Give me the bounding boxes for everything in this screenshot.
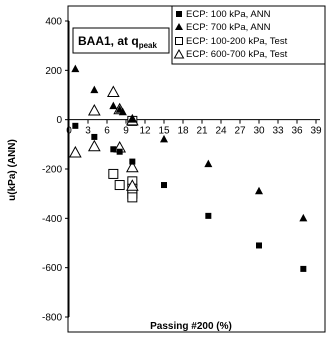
data-point-filled-triangle [128, 115, 137, 123]
y-tick-label: -200 [42, 165, 62, 176]
data-point-filled-triangle [109, 101, 118, 110]
data-point-open-square [127, 192, 138, 203]
y-tick-label: -400 [42, 214, 62, 225]
annotation-text: BAA1, at qpeak [78, 34, 157, 50]
series-filled-triangle [71, 64, 308, 222]
data-point-filled-triangle [204, 159, 213, 168]
data-point-filled-square [256, 242, 262, 249]
x-tick-label: 15 [158, 126, 170, 137]
legend-entry: ECP: 600-700 kPa, Test [173, 48, 288, 60]
legend-label: ECP: 700 kPa, ANN [186, 22, 271, 33]
marks-layer [68, 64, 308, 272]
legend-label: ECP: 100 kPa, ANN [186, 9, 271, 20]
data-point-filled-triangle [90, 85, 99, 94]
annotation-frame [72, 27, 170, 54]
legend-label: ECP: 100-200 kPa, Test [186, 36, 288, 47]
annotation-box: BAA1, at qpeak [72, 27, 170, 54]
data-point-filled-square [129, 158, 136, 165]
x-tick-label: 6 [104, 126, 110, 137]
legend-frame [171, 5, 326, 65]
x-tick-label: 0 [66, 126, 72, 137]
legend-marker-open-square [175, 37, 183, 45]
data-point-open-square [114, 180, 125, 191]
legend: ECP: 100 kPa, ANN ECP: 700 kPa, ANN ECP:… [171, 5, 326, 65]
annotation-subscript: peak [139, 41, 158, 50]
legend-entry: ECP: 100-200 kPa, Test [175, 36, 288, 47]
y-axis-title: u(kPa) (ANN) [7, 139, 18, 201]
y-tick-label: 200 [45, 66, 62, 77]
x-tick-label: 24 [215, 126, 227, 137]
data-point-open-triangle [87, 103, 101, 116]
data-point-open-triangle [106, 85, 120, 98]
y-tick-label: -600 [42, 263, 62, 274]
annotation-main: BAA1, at q [78, 34, 139, 48]
data-point-filled-square [91, 133, 98, 140]
data-point-filled-triangle [255, 186, 263, 195]
x-tick-label: 33 [272, 126, 284, 137]
legend-entry: ECP: 700 kPa, ANN [175, 22, 271, 33]
x-tick-label: 12 [139, 126, 151, 137]
data-point-filled-square [110, 146, 117, 153]
y-tick-label: 400 [45, 17, 62, 28]
legend-label: ECP: 600-700 kPa, Test [186, 49, 288, 60]
x-tick-label: 3 [85, 126, 91, 137]
legend-marker-filled-square [176, 11, 182, 17]
data-point-open-triangle [68, 145, 82, 158]
data-point-filled-triangle [299, 213, 308, 222]
data-point-filled-triangle [160, 134, 168, 143]
series-filled-square [72, 122, 307, 272]
data-point-open-triangle [87, 139, 101, 152]
data-point-open-triangle [125, 160, 139, 173]
x-tick-label: 30 [253, 126, 265, 137]
x-tick-label: 18 [177, 126, 189, 137]
legend-marker-open-triangle [173, 48, 185, 59]
data-point-filled-square [300, 265, 307, 272]
data-point-filled-square [72, 122, 79, 129]
x-tick-label: 39 [310, 126, 322, 137]
data-point-filled-square [161, 182, 167, 189]
x-tick-label: 9 [123, 126, 129, 137]
x-axis-title: Passing #200 (%) [150, 321, 232, 332]
data-point-filled-square [205, 212, 212, 219]
data-point-open-square [108, 168, 119, 179]
x-tick-label: 27 [234, 126, 246, 137]
legend-marker-filled-triangle [175, 23, 183, 30]
data-point-filled-triangle [118, 107, 127, 116]
data-point-open-triangle [125, 179, 139, 191]
y-tick-label: -800 [42, 313, 62, 324]
y-tick-label: 0 [56, 115, 62, 126]
data-point-filled-triangle [71, 64, 80, 73]
x-tick-label: 21 [196, 126, 208, 137]
x-tick-label: 36 [291, 126, 303, 137]
data-point-filled-square [116, 148, 123, 155]
legend-entry: ECP: 100 kPa, ANN [176, 9, 271, 20]
